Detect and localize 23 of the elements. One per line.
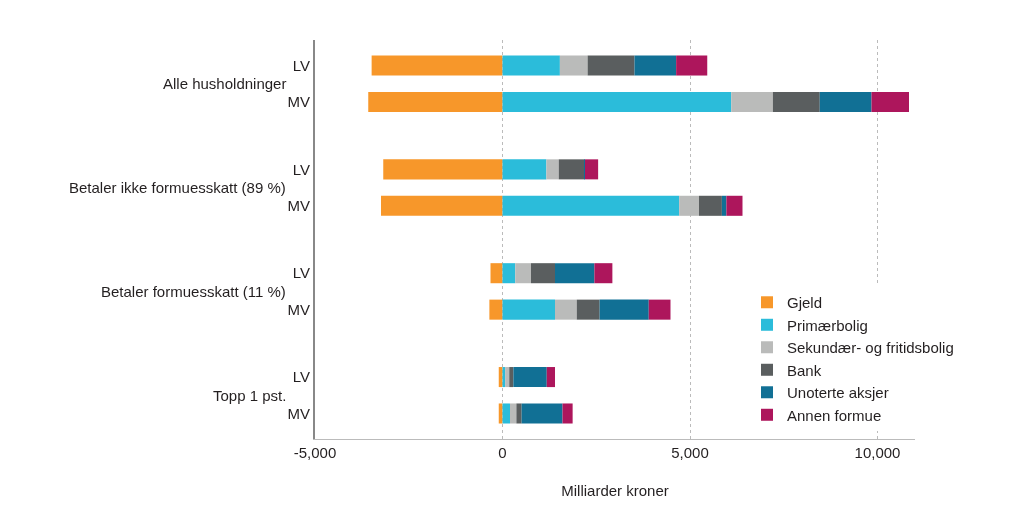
y-tick-label: MV — [287, 93, 310, 111]
y-tick-label: MV — [287, 197, 310, 215]
legend-label: Primærbolig — [787, 316, 868, 334]
legend-label: Bank — [787, 361, 822, 379]
y-tick-label: MV — [287, 300, 310, 318]
y-tick-label: LV — [292, 56, 310, 74]
x-tick-label: 0 — [498, 444, 507, 461]
legend-label: Unoterte aksjer — [787, 384, 889, 402]
text: Topp 1 pst. — [213, 387, 287, 404]
y-tick-label: LV — [292, 160, 310, 178]
x-tick-label: -5,000 — [293, 444, 337, 461]
y-tick-label: MV — [287, 404, 310, 422]
legend-label: Annen formue — [787, 406, 882, 424]
text: Betaler formuesskatt (11 %) — [101, 283, 286, 300]
legend-label: Gjeld — [787, 294, 823, 312]
y-tick-label: LV — [292, 368, 310, 386]
text: Alle husholdninger — [163, 75, 287, 92]
y-tick-label: LV — [292, 264, 310, 282]
x-tick-label: 5,000 — [671, 444, 709, 461]
x-axis-title: Milliarder kroner — [561, 482, 669, 499]
text: Betaler ikke formuesskatt (89 %) — [69, 179, 286, 196]
x-tick-label: 10,000 — [854, 444, 901, 461]
legend-label: Sekundær- og fritidsbolig — [787, 339, 954, 357]
